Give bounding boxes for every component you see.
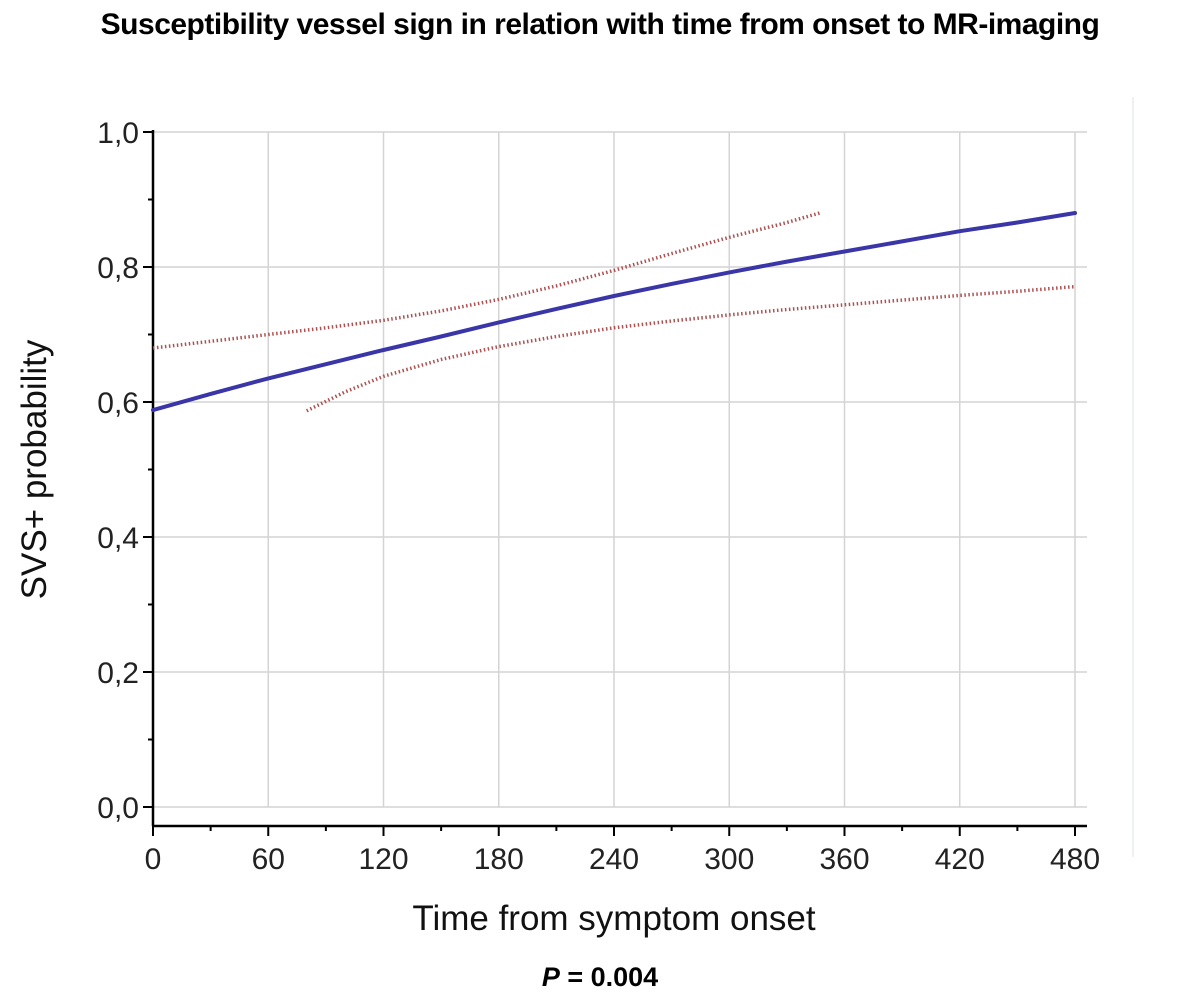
y-tick-label: 0,8 (97, 252, 139, 285)
x-tick-label: 0 (145, 843, 162, 876)
chart-title: Susceptibility vessel sign in relation w… (100, 8, 1100, 41)
x-tick-label: 480 (1050, 843, 1100, 876)
x-tick-label: 360 (819, 843, 869, 876)
p-value-caption: P = 0.004 (0, 962, 1200, 993)
series-fit-line (151, 211, 1077, 413)
x-tick-label: 240 (589, 843, 639, 876)
y-tick-label: 0,2 (97, 657, 139, 690)
p-value-letter: P (541, 962, 560, 992)
y-tick-label: 0,0 (97, 792, 139, 825)
y-tick-label: 0,4 (97, 522, 139, 555)
grid (153, 131, 1087, 808)
x-tick-label: 60 (252, 843, 285, 876)
x-tick-label: 420 (935, 843, 985, 876)
axes (143, 130, 1087, 836)
series-lower-ci-line (305, 284, 1076, 413)
y-tick-label: 1,0 (97, 117, 139, 150)
x-axis-label: Time from symptom onset (412, 899, 816, 938)
frame-edge (1132, 97, 1134, 857)
axis-labels: 0,0 0,2 0,4 0,6 0,8 1,0 0 60 120 180 240 300 360 420 4… (15, 117, 1100, 938)
x-tick-label: 180 (474, 843, 524, 876)
x-tick-label: 300 (704, 843, 754, 876)
series-upper-ci-line (152, 211, 820, 350)
x-tick-label: 120 (358, 843, 408, 876)
y-tick-label: 0,6 (97, 387, 139, 420)
p-value-text: = 0.004 (559, 962, 659, 992)
series (151, 211, 1077, 413)
y-axis-label: SVS+ probability (15, 339, 54, 599)
